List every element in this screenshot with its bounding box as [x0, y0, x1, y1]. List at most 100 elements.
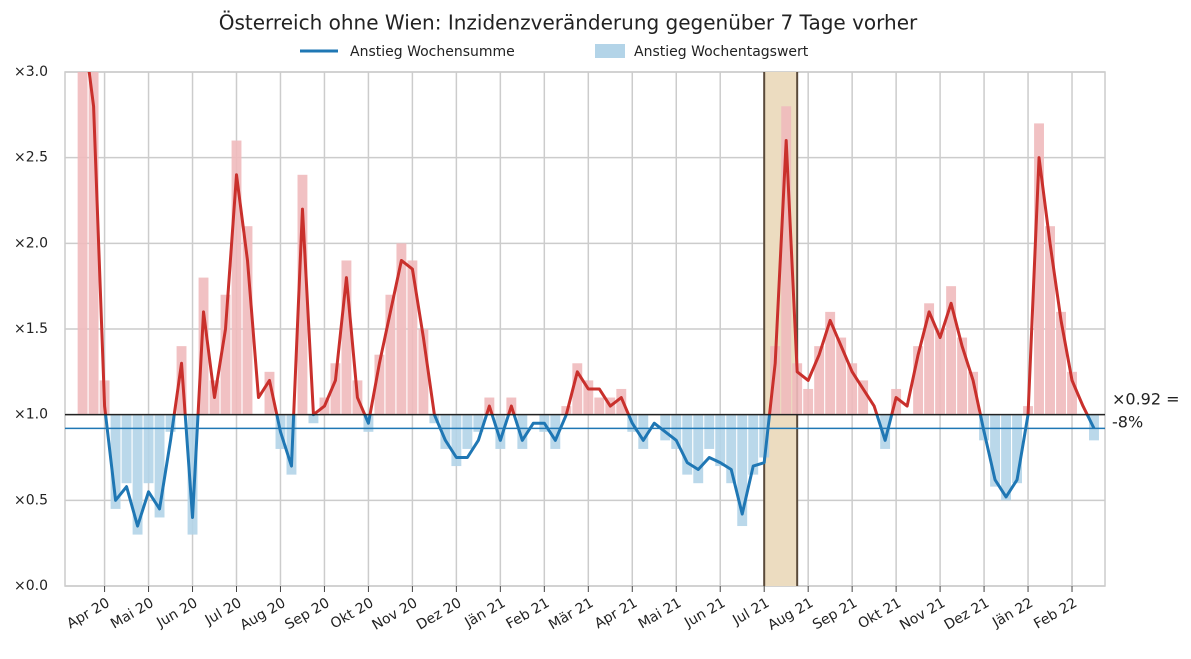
- bar: [165, 414, 176, 432]
- bar: [473, 414, 484, 432]
- plot-area: [77, 72, 1099, 535]
- bar: [814, 346, 825, 415]
- x-tick-label: Jän 22: [989, 595, 1036, 631]
- legend-patch: [595, 44, 625, 58]
- y-tick-label: ×2.0: [14, 235, 48, 251]
- x-tick-label: Apr 21: [592, 595, 640, 632]
- bar: [220, 294, 231, 415]
- chart-title: Österreich ohne Wien: Inzidenzveränderun…: [219, 11, 918, 35]
- x-tick-label: Aug 21: [765, 595, 816, 634]
- bar: [495, 414, 506, 449]
- x-tick-label: Nov 20: [369, 595, 420, 634]
- x-tick-label: Feb 22: [1031, 595, 1080, 632]
- x-tick-label: Okt 20: [328, 595, 377, 632]
- x-tick-label: Mai 20: [108, 595, 157, 632]
- bar: [1034, 123, 1044, 415]
- bar: [1045, 226, 1055, 415]
- bar: [737, 414, 748, 527]
- bar: [572, 363, 583, 415]
- annotation: -8%: [1112, 413, 1143, 432]
- y-tick-label: ×0.5: [14, 492, 48, 508]
- bar: [880, 414, 891, 449]
- x-tick-label: Jul 21: [729, 595, 772, 629]
- bar: [968, 371, 979, 415]
- bar: [693, 414, 704, 484]
- bar: [187, 414, 198, 535]
- x-tick-label: Sep 20: [282, 595, 332, 633]
- bar: [198, 277, 209, 415]
- bar: [374, 354, 385, 415]
- bar: [1067, 371, 1077, 415]
- bar: [407, 260, 418, 415]
- bar: [616, 388, 627, 415]
- bar: [1001, 414, 1012, 501]
- bar: [308, 414, 319, 424]
- x-tick-label: Mai 21: [636, 595, 685, 632]
- bar: [550, 414, 561, 449]
- bar: [682, 414, 693, 475]
- y-tick-label: ×3.0: [14, 64, 48, 80]
- x-tick-label: Nov 21: [897, 595, 948, 634]
- bar: [110, 414, 121, 509]
- bar: [946, 286, 957, 415]
- bar: [1056, 311, 1066, 415]
- x-tick-label: Mär 21: [546, 595, 596, 633]
- bar: [1012, 414, 1022, 484]
- x-tick-label: Feb 21: [504, 595, 553, 632]
- bar: [429, 414, 440, 424]
- x-tick-label: Apr 20: [64, 595, 112, 632]
- bar: [726, 414, 737, 484]
- bar: [583, 380, 594, 415]
- x-tick-label: Jän 21: [461, 595, 508, 631]
- bar: [77, 72, 88, 415]
- bar: [671, 414, 682, 449]
- bar: [88, 72, 99, 415]
- x-tick-label: Okt 21: [856, 595, 905, 632]
- bar: [748, 414, 759, 475]
- x-tick-label: Jun 21: [681, 595, 728, 631]
- bar: [385, 294, 396, 415]
- bar: [594, 397, 605, 415]
- bar: [154, 414, 165, 518]
- x-tick-label: Sep 21: [810, 595, 860, 633]
- bar: [704, 414, 715, 449]
- bar: [517, 414, 528, 449]
- bar: [715, 414, 726, 467]
- x-tick-label: Jul 20: [202, 595, 245, 629]
- x-tick-label: Jun 20: [153, 595, 200, 631]
- x-tick-label: Dez 20: [414, 595, 464, 633]
- bar: [792, 363, 803, 415]
- line: [87, 72, 1096, 528]
- y-tick-label: ×2.5: [14, 150, 48, 166]
- bar: [803, 388, 814, 415]
- bar: [264, 371, 275, 415]
- y-tick-label: ×1.5: [14, 321, 48, 337]
- y-tick-label: ×1.0: [14, 407, 48, 423]
- bar: [231, 140, 242, 415]
- bar: [121, 414, 132, 484]
- highlight-span: [764, 72, 798, 586]
- bar: [341, 260, 352, 415]
- bar: [330, 363, 341, 415]
- x-tick-label: Dez 21: [942, 595, 992, 633]
- annotation: ×0.92 =: [1112, 390, 1180, 409]
- bar: [759, 414, 770, 458]
- bar: [297, 174, 308, 415]
- bar: [781, 106, 792, 415]
- bar: [396, 243, 407, 415]
- bar: [858, 380, 869, 415]
- bar: [638, 414, 649, 449]
- x-tick-label: Aug 20: [238, 595, 289, 634]
- bar: [451, 414, 462, 467]
- bar: [825, 311, 836, 415]
- bar: [132, 414, 143, 535]
- bar: [935, 329, 946, 415]
- legend-label: Anstieg Wochensumme: [350, 44, 515, 60]
- bar: [418, 329, 429, 415]
- bar: [957, 337, 968, 415]
- bar: [913, 346, 924, 415]
- bar: [660, 414, 671, 441]
- legend-label: Anstieg Wochentagswert: [634, 44, 809, 60]
- bar: [440, 414, 451, 449]
